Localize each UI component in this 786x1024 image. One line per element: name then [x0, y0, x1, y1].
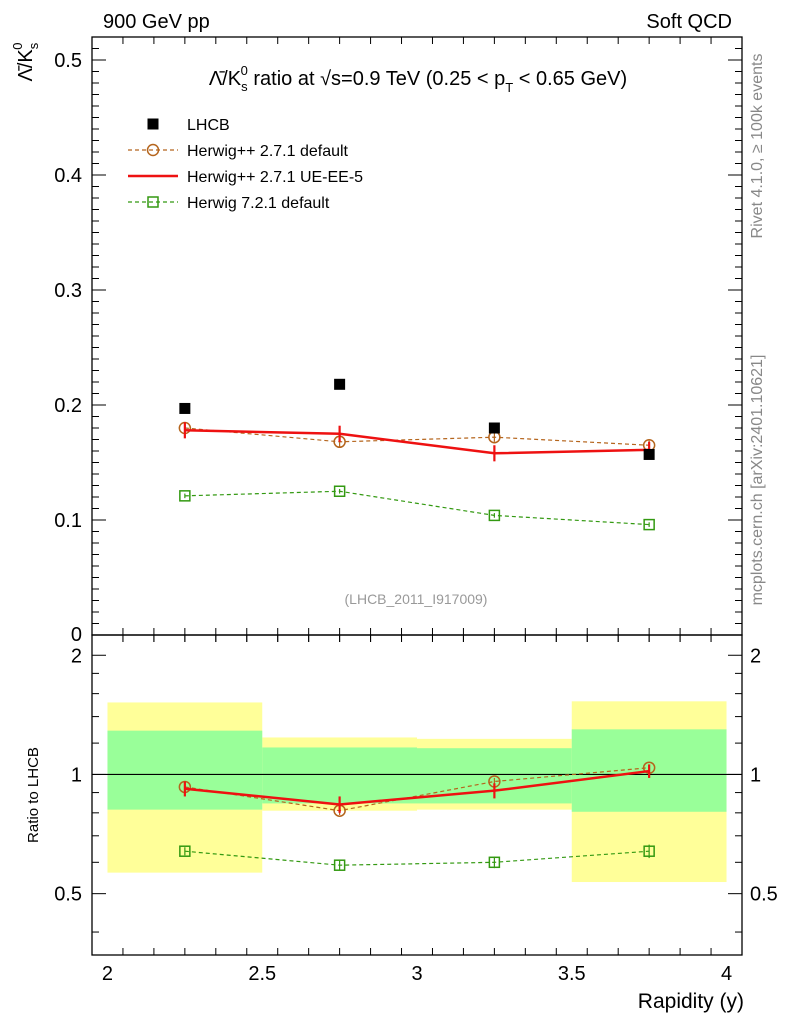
- x-tick-label: 4: [721, 963, 732, 985]
- series-line-herwig-2-7-1-default: [184, 427, 650, 446]
- legend-marker-lhcb: [147, 118, 159, 130]
- legend-label-lhcb: LHCB: [187, 117, 230, 134]
- legend-label-herwig-2-7-1-ue-ee-5: Herwig++ 2.7.1 UE-EE-5: [187, 169, 363, 186]
- analysis-watermark: (LHCB_2011_I917009): [345, 591, 488, 607]
- ratio-line-herwig-2-7-1-ue-ee-5: [184, 769, 650, 806]
- x-tick-label: 2: [102, 963, 113, 985]
- point-lhcb: [334, 378, 346, 390]
- ratio-plot-frame: [91, 634, 743, 956]
- x-tick-label: 3.5: [558, 963, 586, 985]
- header-right: Soft QCD: [646, 11, 732, 33]
- y-tick-label: 0.5: [54, 50, 82, 72]
- y-tick-label: 0.3: [54, 280, 82, 302]
- ratio-line-herwig-7-2-1-default: [184, 850, 650, 866]
- ratio-point-herwig-7-2-1-default: [643, 845, 655, 857]
- mcplots-label: mcplots.cern.ch [arXiv:2401.10621]: [749, 355, 766, 606]
- legend-marker-herwig-2-7-1-default: [146, 143, 160, 157]
- point-herwig-7-2-1-default: [643, 518, 655, 531]
- ratio-tick-label-right: 1: [750, 764, 761, 786]
- ratio-tick-label-right: 2: [750, 645, 761, 667]
- x-tick-label: 3: [411, 963, 422, 985]
- point-herwig-7-2-1-default: [333, 485, 346, 497]
- ratio-tick-label-right: 0.5: [750, 884, 778, 906]
- ratio-band-green: [262, 747, 417, 804]
- ratio-point-herwig-7-2-1-default: [333, 859, 346, 871]
- ratio-point-herwig-7-2-1-default: [488, 856, 501, 869]
- header-left: 900 GeV pp: [103, 11, 210, 33]
- legend-label-herwig-2-7-1-default: Herwig++ 2.7.1 default: [187, 143, 349, 160]
- y-tick-label: 0.2: [54, 395, 82, 417]
- point-herwig-7-2-1-default: [488, 509, 501, 522]
- ratio-line-herwig-2-7-1-default: [184, 767, 650, 812]
- rivet-label: Rivet 4.1.0, ≥ 100k events: [749, 54, 766, 239]
- point-lhcb: [488, 422, 500, 434]
- legend-label-herwig-7-2-1-default: Herwig 7.2.1 default: [187, 195, 330, 212]
- y-tick-label: 0: [71, 624, 82, 646]
- x-axis-label: Rapidity (y): [638, 990, 744, 1013]
- y-tick-label: 0.1: [54, 510, 82, 532]
- y-tick-label: 0.4: [54, 165, 82, 187]
- ratio-tick-label: 0.5: [54, 884, 82, 906]
- ratio-y-axis-label: Ratio to LHCB: [25, 747, 42, 843]
- point-herwig-7-2-1-default: [179, 490, 191, 502]
- ratio-tick-label: 2: [71, 645, 82, 667]
- plot-title: Λ̄/Ks0 ratio at √s=0.9 TeV (0.25 < pT < …: [209, 63, 627, 95]
- point-lhcb: [179, 402, 191, 414]
- legend-marker-herwig-7-2-1-default: [147, 196, 159, 208]
- series-line-herwig-7-2-1-default: [184, 490, 650, 526]
- point-lhcb: [643, 448, 655, 460]
- y-axis-label: Λ̄/Ks0: [10, 42, 41, 81]
- ratio-point-herwig-7-2-1-default: [179, 845, 191, 857]
- ratio-band-green: [107, 730, 263, 810]
- ratio-tick-label: 1: [71, 764, 82, 786]
- x-tick-label: 2.5: [248, 963, 276, 985]
- series-line-herwig-2-7-1-ue-ee-5: [184, 429, 650, 455]
